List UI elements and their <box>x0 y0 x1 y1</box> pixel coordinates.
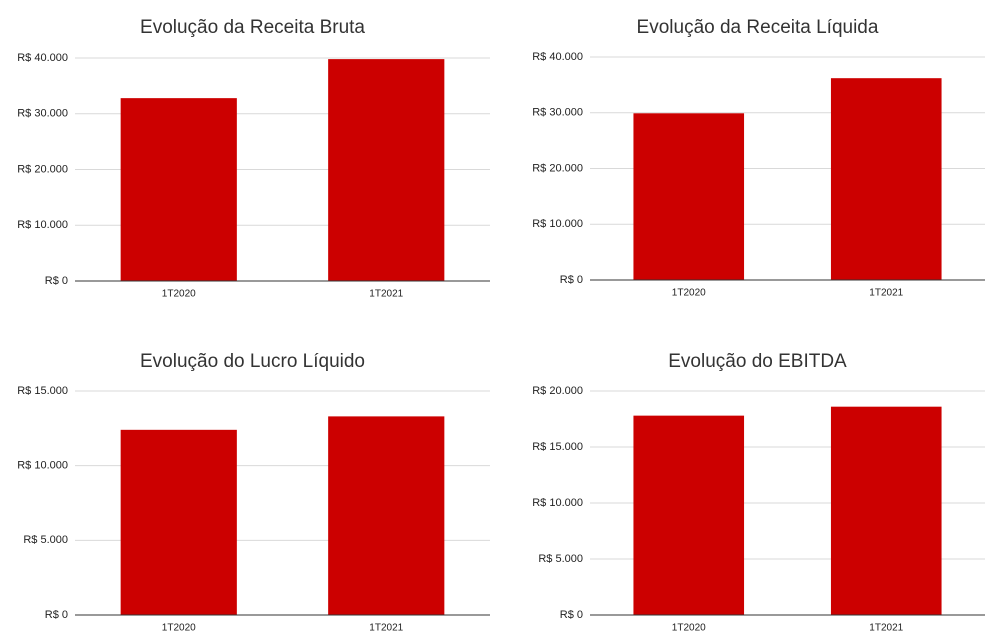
y-tick-label: R$ 10.000 <box>532 497 583 509</box>
chart-title: Evolução da Receita Bruta <box>140 17 365 38</box>
bar <box>633 415 745 615</box>
x-tick-label: 1T2021 <box>869 623 903 632</box>
y-tick-label: R$ 0 <box>560 609 583 621</box>
y-tick-label: R$ 20.000 <box>532 385 583 397</box>
x-tick-label: 1T2020 <box>672 623 706 632</box>
x-tick-label: 1T2020 <box>672 288 706 299</box>
bar <box>120 98 237 281</box>
y-tick-label: R$ 0 <box>45 275 68 287</box>
bar <box>328 59 445 281</box>
y-tick-label: R$ 30.000 <box>532 107 583 119</box>
bar <box>120 429 237 615</box>
x-tick-label: 1T2021 <box>369 289 403 300</box>
y-tick-label: R$ 40.000 <box>17 52 68 64</box>
x-tick-label: 1T2020 <box>162 289 196 300</box>
x-tick-label: 1T2020 <box>162 623 196 632</box>
y-tick-label: R$ 10.000 <box>17 219 68 231</box>
y-tick-label: R$ 30.000 <box>17 108 68 120</box>
y-tick-label: R$ 20.000 <box>17 163 68 175</box>
y-tick-label: R$ 5.000 <box>23 534 68 546</box>
y-tick-label: R$ 10.000 <box>532 218 583 230</box>
y-tick-label: R$ 10.000 <box>17 460 68 472</box>
chart-title: Evolução do Lucro Líquido <box>140 351 365 372</box>
y-tick-label: R$ 20.000 <box>532 162 583 174</box>
x-tick-label: 1T2021 <box>869 288 903 299</box>
y-tick-label: R$ 15.000 <box>17 385 68 397</box>
chart-title: Evolução da Receita Líquida <box>637 17 879 38</box>
bar <box>633 113 745 281</box>
y-tick-label: R$ 40.000 <box>532 51 583 63</box>
x-tick-label: 1T2021 <box>369 623 403 632</box>
y-tick-label: R$ 15.000 <box>532 441 583 453</box>
y-tick-label: R$ 0 <box>560 274 583 286</box>
bar <box>830 406 942 615</box>
y-tick-label: R$ 5.000 <box>538 553 583 565</box>
bar <box>328 416 445 615</box>
y-tick-label: R$ 0 <box>45 609 68 621</box>
chart-title: Evolução do EBITDA <box>668 351 847 372</box>
bar <box>830 78 942 280</box>
